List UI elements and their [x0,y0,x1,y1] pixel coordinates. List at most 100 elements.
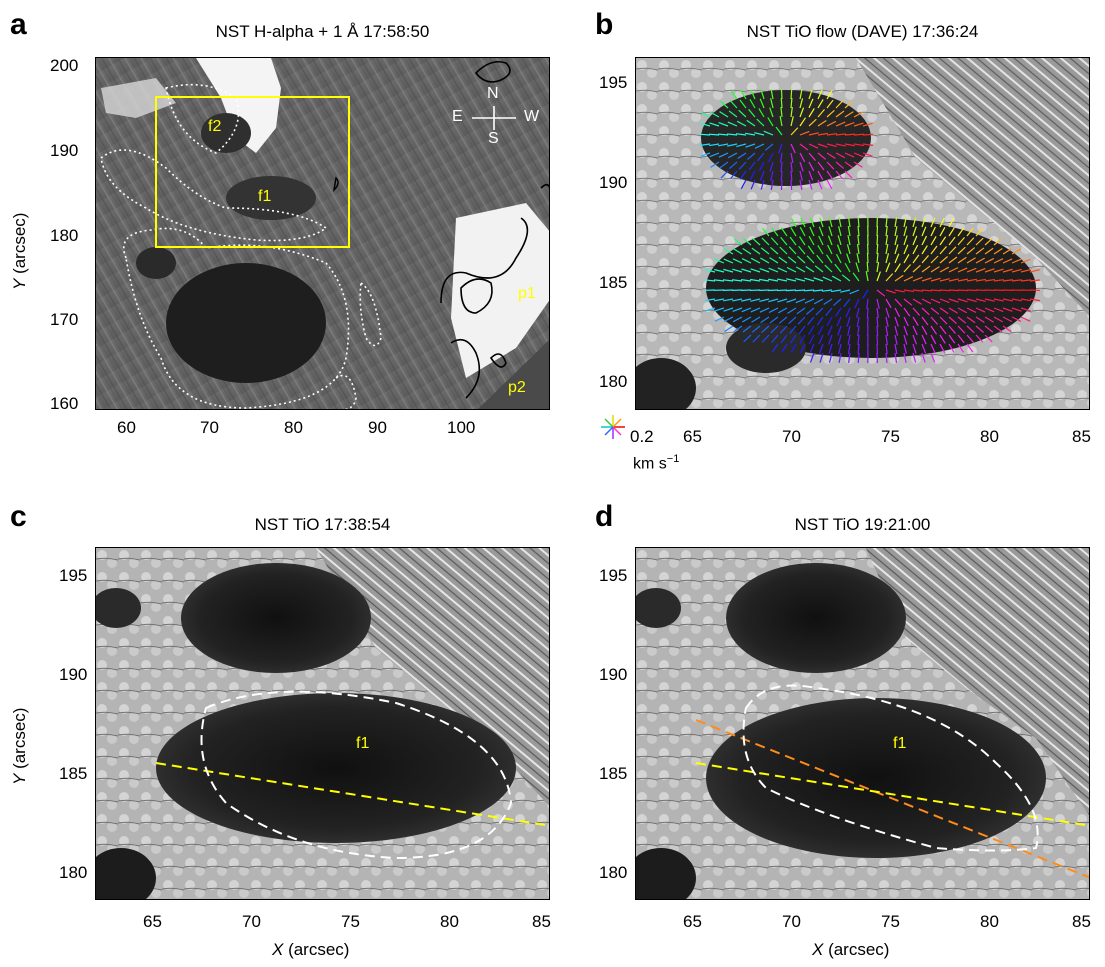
flow-arrow [805,265,815,273]
flow-arrow [984,334,993,343]
flow-arrow [1002,316,1013,323]
flow-arrow [771,227,779,237]
flow-arrow [769,257,779,264]
flow-arrow [714,298,725,302]
flow-arrow [723,316,734,322]
flow-arrow [855,307,860,318]
flow-arrow [777,307,788,314]
flow-arrow [894,334,898,345]
flow-arrow [993,316,1004,323]
flow-arrow [799,226,806,237]
flow-arrow [799,117,807,127]
flow-arrow [808,179,813,190]
flow-arrow [823,298,833,306]
flow-arrow [866,307,869,319]
tick-label: 180 [599,863,628,882]
flow-arrow [984,325,994,333]
tio-image-d [635,547,1090,900]
flow-arrow [741,258,752,264]
flow-arrow [710,161,720,168]
flow-arrow [885,273,894,282]
flow-arrow [709,122,720,127]
flow-arrow [844,143,855,147]
flow-arrow [912,254,920,264]
tick-label: 180 [50,226,79,245]
flow-arrow [798,325,806,335]
flow-arrow [939,246,947,255]
flow-arrow [741,298,752,302]
flow-arrow [876,271,881,282]
flow-arrow [957,227,965,237]
flow-arrow [885,262,891,273]
flow-arrow [866,261,869,273]
y-axis-label-c: Y (arcsec) [10,707,29,785]
flow-arrow [709,143,720,147]
flow-arrow [903,275,914,282]
flow-arrow [921,277,932,282]
x-axis-label-c: X (arcsec) [272,940,350,959]
flow-arrow [767,289,779,292]
flow-arrow [885,352,888,364]
flow-arrow [790,97,793,109]
flow-arrow [719,161,729,169]
flow-arrow [966,257,976,264]
flow-arrow [733,325,743,333]
flow-arrow [819,352,824,363]
flow-arrow [785,289,797,292]
flow-arrow [876,325,879,337]
tick-label: 190 [599,173,628,192]
tick-label: 185 [599,764,628,783]
flow-arrow [957,246,966,255]
flow-arrow [808,235,815,246]
flow-arrow [790,217,797,228]
flow-arrow [903,334,908,345]
flow-arrow [770,247,779,255]
flow-arrow [795,277,806,282]
tick-label: 75 [341,912,360,931]
flow-arrow [798,245,806,255]
flow-arrow [939,325,947,335]
flow-arrow [789,325,797,335]
flow-arrow [853,143,864,147]
flow-arrow [714,316,725,322]
flow-arrow [790,116,794,127]
flow-arrow [885,235,889,246]
flow-arrow [876,307,879,318]
flow-arrow [745,132,756,136]
flow-arrow [939,343,946,354]
flow-arrow [727,143,738,147]
compass-s: S [488,130,499,147]
flow-arrow [724,325,734,332]
flow-arrow [818,235,824,246]
flow-arrow [948,343,955,353]
flow-arrow [776,289,788,292]
flow-arrow [1020,258,1031,264]
flow-arrow [847,235,851,246]
flow-arrow [835,152,846,159]
flow-arrow [749,99,756,109]
flow-arrow [828,217,833,228]
flow-arrow [817,119,827,127]
flow-arrow [1011,298,1022,302]
flow-arrow [894,253,900,264]
flow-arrow [739,99,747,109]
flow-arrow [903,298,913,306]
flow-arrow [939,289,951,292]
flow-arrow [826,120,837,127]
flow-arrow [709,111,720,118]
flow-arrow [930,298,941,304]
flow-arrow [729,161,738,170]
flow-arrow [846,253,851,264]
flow-arrow [790,170,793,182]
flow-arrow [993,279,1004,282]
flow-arrow [826,161,835,170]
flow-arrow [857,325,860,336]
flow-arrow [809,343,815,354]
flow-arrow [732,316,743,323]
flow-arrow [1011,279,1023,282]
flow-arrow [737,152,747,160]
flow-arrow [939,226,946,237]
flow-arrow [808,108,815,118]
flow-arrow [957,316,967,324]
flow-arrow [957,325,966,334]
